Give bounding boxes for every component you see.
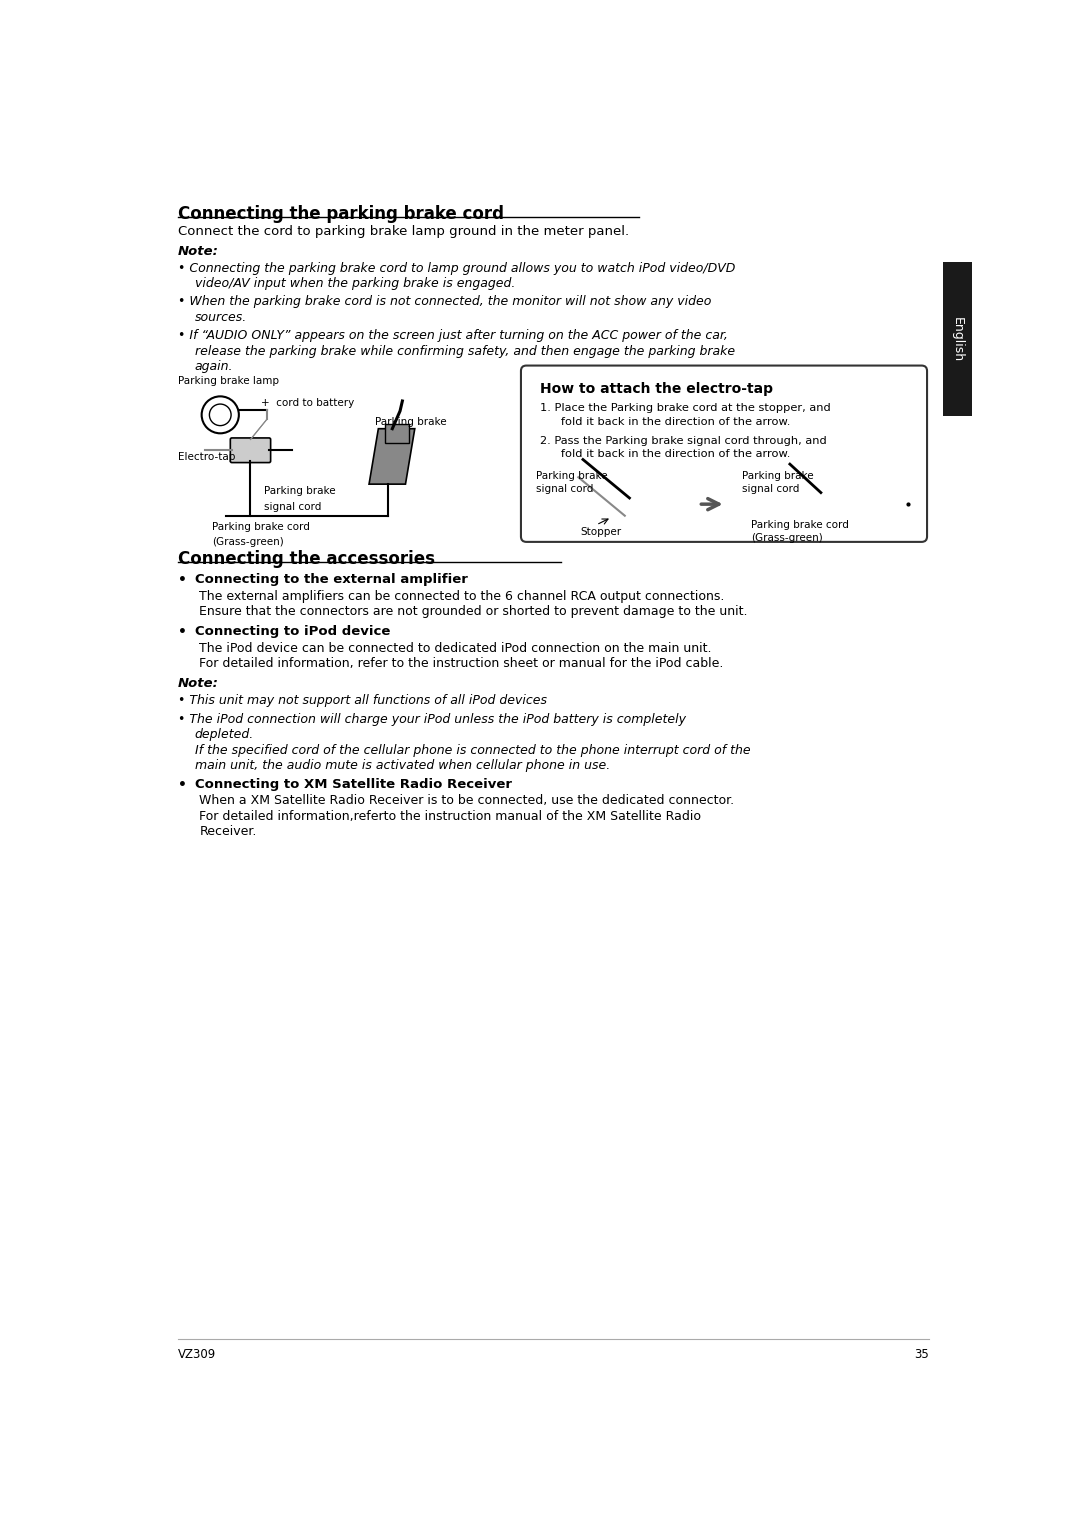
Text: Connecting to iPod device: Connecting to iPod device [194, 625, 390, 637]
Text: Connecting the accessories: Connecting the accessories [177, 550, 434, 567]
Text: • This unit may not support all functions of all iPod devices: • This unit may not support all function… [177, 694, 546, 708]
Text: •: • [177, 573, 187, 587]
Text: Parking brake: Parking brake [536, 470, 607, 481]
Text: Ensure that the connectors are not grounded or shorted to prevent damage to the : Ensure that the connectors are not groun… [200, 605, 747, 617]
Text: Electro-tap: Electro-tap [177, 452, 235, 461]
Text: Parking brake cord: Parking brake cord [751, 519, 849, 530]
FancyBboxPatch shape [230, 438, 271, 463]
Text: sources.: sources. [194, 311, 247, 323]
FancyBboxPatch shape [804, 481, 847, 516]
Text: (Grass-green): (Grass-green) [213, 538, 284, 547]
Text: Parking brake: Parking brake [742, 470, 813, 481]
Text: (Grass-green): (Grass-green) [751, 533, 823, 544]
Text: The iPod device can be connected to dedicated iPod connection on the main unit.: The iPod device can be connected to dedi… [200, 642, 712, 656]
Text: Parking brake: Parking brake [265, 487, 336, 496]
Text: Parking brake lamp: Parking brake lamp [177, 377, 279, 386]
Text: release the parking brake while confirming safety, and then engage the parking b: release the parking brake while confirmi… [194, 345, 734, 358]
Text: 2. Pass the Parking brake signal cord through, and: 2. Pass the Parking brake signal cord th… [540, 435, 827, 446]
Text: • If “AUDIO ONLY” appears on the screen just after turning on the ACC power of t: • If “AUDIO ONLY” appears on the screen … [177, 329, 728, 342]
Text: Connecting the parking brake cord: Connecting the parking brake cord [177, 205, 503, 222]
Text: 35: 35 [915, 1348, 930, 1360]
Text: fold it back in the direction of the arrow.: fold it back in the direction of the arr… [550, 449, 789, 460]
Text: •: • [177, 625, 187, 639]
Text: Note:: Note: [177, 245, 218, 257]
Text: Receiver.: Receiver. [200, 826, 257, 838]
Text: Connecting to the external amplifier: Connecting to the external amplifier [194, 573, 468, 585]
Text: again.: again. [194, 360, 233, 374]
Text: English: English [950, 317, 963, 362]
Text: signal cord: signal cord [742, 484, 799, 495]
Text: • Connecting the parking brake cord to lamp ground allows you to watch iPod vide: • Connecting the parking brake cord to l… [177, 262, 735, 274]
Text: • The iPod connection will charge your iPod unless the iPod battery is completel: • The iPod connection will charge your i… [177, 712, 686, 726]
Text: •: • [177, 778, 187, 792]
Text: signal cord: signal cord [536, 484, 593, 495]
FancyBboxPatch shape [943, 262, 972, 417]
FancyBboxPatch shape [521, 366, 927, 542]
Text: Note:: Note: [177, 677, 218, 691]
Polygon shape [369, 429, 415, 484]
Text: For detailed information, refer to the instruction sheet or manual for the iPod : For detailed information, refer to the i… [200, 657, 724, 671]
Text: Stopper: Stopper [581, 527, 622, 538]
FancyBboxPatch shape [592, 492, 636, 524]
Text: Connecting to XM Satellite Radio Receiver: Connecting to XM Satellite Radio Receive… [194, 778, 512, 791]
Text: • When the parking brake cord is not connected, the monitor will not show any vi: • When the parking brake cord is not con… [177, 296, 711, 308]
Text: main unit, the audio mute is activated when cellular phone in use.: main unit, the audio mute is activated w… [194, 758, 610, 772]
Text: When a XM Satellite Radio Receiver is to be connected, use the dedicated connect: When a XM Satellite Radio Receiver is to… [200, 795, 734, 807]
Text: For detailed information,referto the instruction manual of the XM Satellite Radi: For detailed information,referto the ins… [200, 810, 701, 823]
Text: depleted.: depleted. [194, 728, 254, 741]
Text: VZ309: VZ309 [177, 1348, 216, 1360]
Text: 1. Place the Parking brake cord at the stopper, and: 1. Place the Parking brake cord at the s… [540, 403, 832, 414]
Text: fold it back in the direction of the arrow.: fold it back in the direction of the arr… [550, 417, 789, 427]
Text: Parking brake cord: Parking brake cord [213, 522, 310, 532]
Text: video/AV input when the parking brake is engaged.: video/AV input when the parking brake is… [194, 277, 515, 290]
Text: How to attach the electro-tap: How to attach the electro-tap [540, 381, 773, 395]
Text: Connect the cord to parking brake lamp ground in the meter panel.: Connect the cord to parking brake lamp g… [177, 225, 629, 239]
Text: If the specified cord of the cellular phone is connected to the phone interrupt : If the specified cord of the cellular ph… [194, 743, 751, 757]
FancyBboxPatch shape [386, 424, 408, 443]
Text: The external amplifiers can be connected to the 6 channel RCA output connections: The external amplifiers can be connected… [200, 590, 725, 602]
Text: +  cord to battery: + cord to battery [261, 398, 354, 408]
Text: signal cord: signal cord [265, 502, 322, 512]
Text: Parking brake: Parking brake [375, 417, 447, 427]
